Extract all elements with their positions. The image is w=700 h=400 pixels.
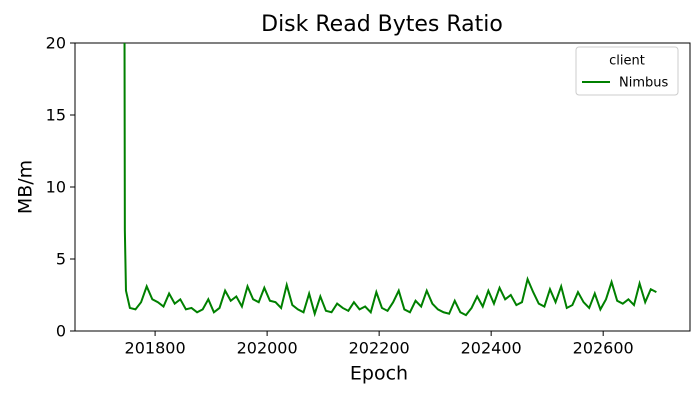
y-axis-label: MB/m <box>15 160 37 214</box>
data-line <box>123 43 657 318</box>
x-tick-label: 202200 <box>349 339 410 358</box>
y-tick-label: 10 <box>46 178 66 197</box>
x-tick-label: 202400 <box>461 339 522 358</box>
y-tick-label: 0 <box>56 322 66 341</box>
y-tick-label: 20 <box>46 34 66 53</box>
chart-title: Disk Read Bytes Ratio <box>261 12 503 37</box>
x-tick-label: 201800 <box>125 339 186 358</box>
y-tick-label: 5 <box>56 250 66 269</box>
y-tick-label: 15 <box>46 106 66 125</box>
legend: client Nimbus <box>575 46 679 96</box>
x-tick-label: 202000 <box>237 339 298 358</box>
legend-title: client <box>609 54 645 69</box>
x-axis-label: Epoch <box>350 363 408 385</box>
legend-label: Nimbus <box>619 76 668 91</box>
x-tick-label: 202600 <box>573 339 634 358</box>
